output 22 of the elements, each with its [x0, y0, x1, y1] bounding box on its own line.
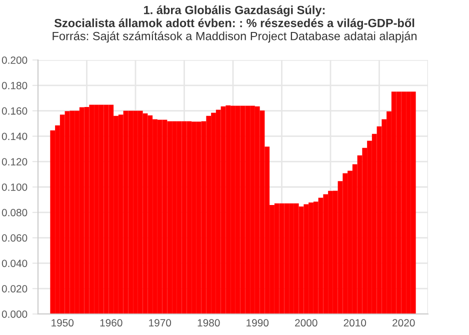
y-tick-label: 0.140 [2, 132, 28, 140]
x-tick-label: 2020 [392, 319, 415, 327]
x-tick-label: 1950 [52, 319, 74, 327]
x-tick-label: 2000 [295, 319, 318, 327]
y-tick-label: 0.200 [2, 56, 28, 64]
chart-subtitle: Szocialista államok adott évben: : % részesedés a világ-GDP-ből [54, 18, 414, 30]
y-tick-label: 0.180 [2, 82, 28, 90]
x-tick-label: 1990 [246, 319, 269, 327]
x-tick-label: 1970 [149, 319, 172, 327]
x-tick-label: 1960 [100, 319, 122, 327]
text: Forrás: Saját számítások a Maddison Project Database adatai alapján [52, 31, 416, 43]
chart-title: 1. ábra Globális Gazdasági Súly: [144, 5, 325, 17]
y-tick-label: 0.080 [2, 208, 28, 216]
y-tick-label: 0.040 [2, 260, 28, 268]
y-tick-label: 0.120 [2, 158, 28, 166]
y-tick-label: 0.060 [2, 234, 28, 242]
y-tick-label: 0.160 [2, 107, 28, 115]
y-tick-label: 0.100 [2, 184, 28, 191]
y-tick-label: 0.000 [2, 310, 28, 318]
y-tick-label: 0.020 [2, 285, 28, 292]
x-tick-label: 2010 [344, 319, 366, 327]
x-tick-label: 1980 [198, 319, 220, 327]
